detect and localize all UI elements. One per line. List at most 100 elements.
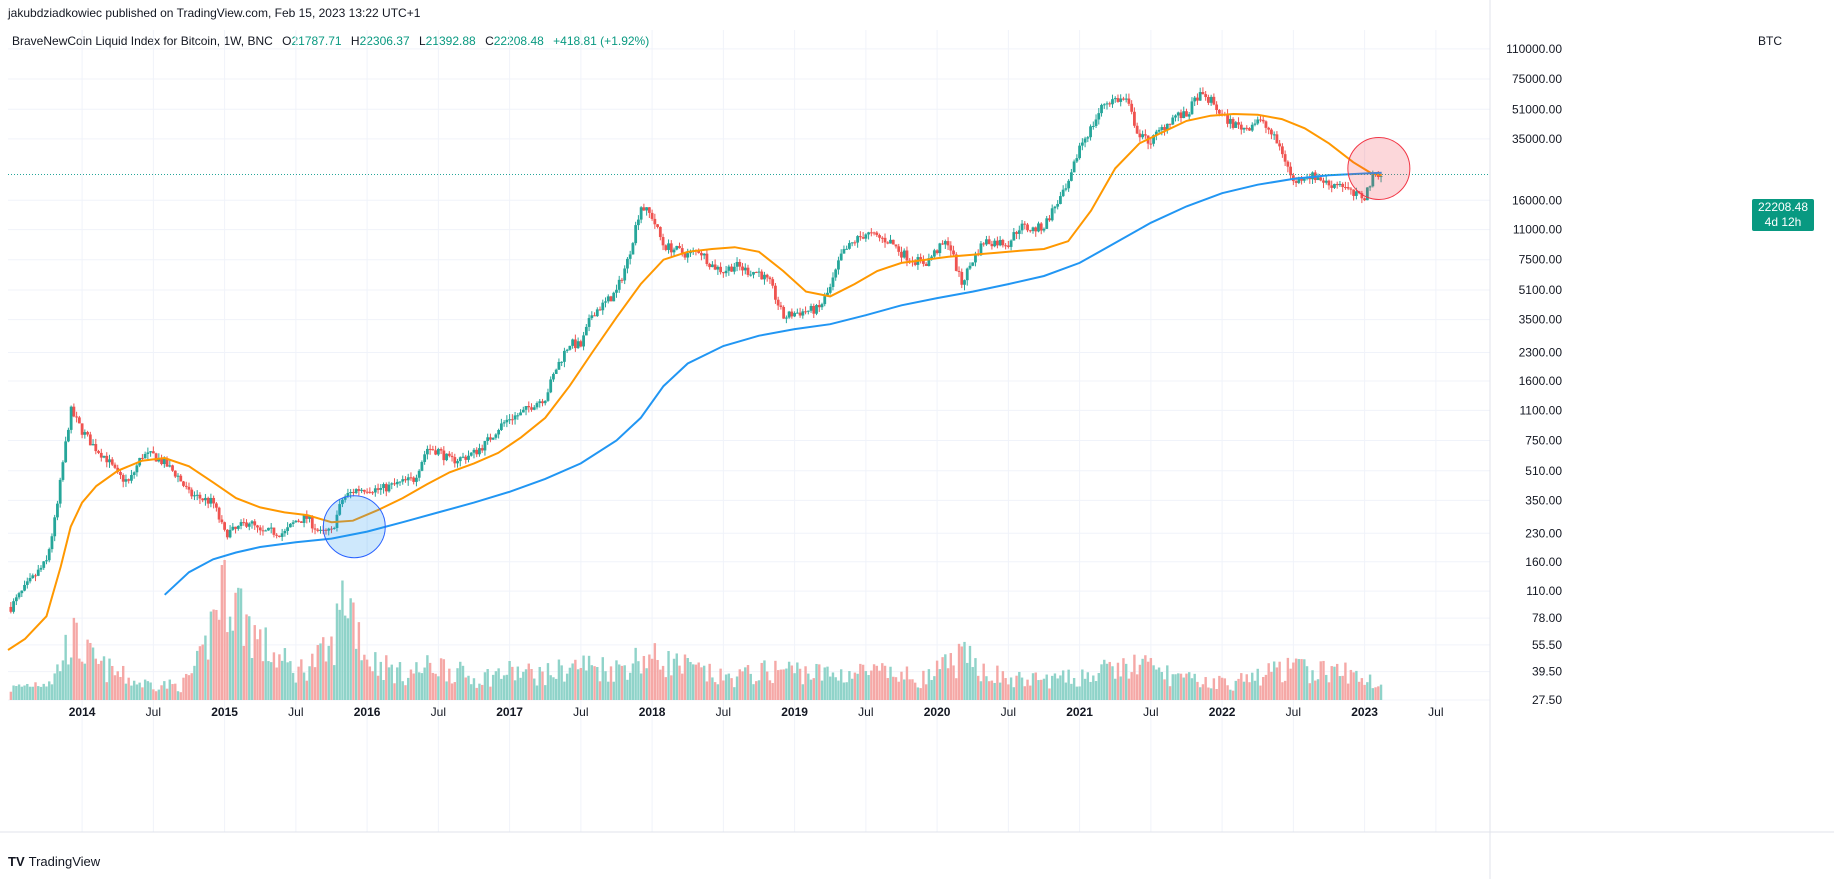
candle-body	[346, 492, 350, 497]
volume-bar	[409, 669, 413, 700]
volume-bar	[78, 658, 81, 700]
candle-body	[17, 593, 21, 598]
volume-bar	[396, 667, 399, 700]
volume-bar	[480, 684, 484, 700]
candle-body	[798, 312, 802, 316]
candle-body	[102, 455, 106, 458]
volume-bar	[398, 662, 402, 700]
candle-body	[1015, 232, 1018, 234]
time-tick-label: 2017	[496, 705, 523, 719]
volume-bar	[217, 619, 221, 700]
candle-body	[384, 484, 388, 492]
candle-body	[299, 521, 303, 523]
volume-bar	[64, 634, 67, 700]
volume-bar	[360, 660, 363, 700]
candle-body	[1228, 118, 1232, 124]
time-tick-label: 2014	[69, 705, 96, 719]
volume-bar	[1379, 684, 1383, 700]
candle-body	[151, 451, 155, 454]
candle-body	[1352, 189, 1356, 196]
volume-bar	[426, 655, 429, 700]
volume-bar	[774, 660, 777, 700]
volume-bar	[639, 673, 643, 700]
volume-bar	[941, 657, 944, 700]
volume-bar	[533, 678, 536, 700]
candle-body	[746, 267, 750, 275]
volume-bar	[1201, 684, 1205, 700]
candle-body	[601, 302, 605, 311]
tradingview-logo[interactable]: TV TradingView	[8, 854, 100, 869]
volume-bar	[206, 659, 210, 700]
volume-bar	[333, 665, 336, 700]
volume-bar	[1064, 682, 1068, 700]
volume-bar	[889, 666, 892, 700]
volume-bar	[363, 654, 366, 700]
candle-body	[404, 479, 407, 481]
candle-body	[1190, 101, 1194, 115]
volume-bar	[672, 658, 676, 700]
volume-bar	[949, 653, 953, 700]
candle-body	[23, 584, 26, 591]
candle-body	[130, 475, 133, 481]
volume-bar	[853, 672, 857, 700]
volume-bar	[187, 675, 191, 700]
candle-body	[678, 245, 681, 249]
volume-bar	[593, 666, 596, 700]
candle-body	[127, 479, 131, 481]
candle-body	[957, 270, 961, 272]
candle-body	[236, 525, 240, 529]
volume-bar	[1267, 663, 1270, 700]
candle-body	[713, 264, 717, 270]
volume-bar	[571, 663, 574, 700]
candle-body	[782, 307, 786, 319]
candle-body	[398, 481, 402, 483]
volume-bar	[1209, 688, 1213, 700]
candle-body	[795, 312, 799, 314]
symbol-name[interactable]: BraveNewCoin Liquid Index for Bitcoin, 1…	[12, 34, 273, 48]
blue-circle-annotation	[322, 495, 386, 559]
candle-body	[1250, 124, 1254, 131]
candle-body	[858, 236, 862, 238]
bar-countdown: 4d 12h	[1764, 215, 1802, 229]
volume-bar	[1366, 682, 1369, 700]
volume-bar	[519, 677, 522, 700]
candle-body	[1316, 177, 1320, 181]
candle-body	[1275, 134, 1279, 144]
candle-body	[943, 241, 947, 245]
candle-body	[538, 401, 542, 404]
candle-body	[1102, 104, 1106, 106]
volume-bar	[1048, 688, 1051, 700]
volume-bar	[437, 676, 440, 700]
volume-bar	[163, 681, 166, 700]
candle-body	[423, 454, 427, 462]
volume-bar	[930, 679, 933, 700]
volume-bar	[960, 646, 963, 700]
candle-body	[508, 419, 511, 421]
price-tick-label: 11000.00	[1513, 223, 1562, 237]
candle-body	[1226, 114, 1229, 124]
volume-bar	[1122, 658, 1125, 700]
candle-body	[845, 248, 849, 250]
candle-body	[1152, 135, 1155, 144]
volume-bar	[872, 664, 876, 700]
volume-bar	[171, 684, 174, 700]
candle-body	[456, 461, 459, 464]
candle-body	[368, 491, 372, 493]
volume-bar	[861, 664, 865, 700]
volume-bar	[1092, 675, 1095, 700]
volume-bar	[1029, 685, 1032, 700]
candle-body	[475, 449, 479, 455]
volume-bar	[513, 680, 517, 700]
candle-body	[36, 569, 40, 576]
candle-body	[234, 526, 237, 529]
volume-bar	[34, 682, 37, 700]
volume-bar	[820, 680, 824, 700]
volume-bar	[576, 669, 580, 700]
candle-body	[1045, 218, 1049, 229]
candle-body	[1160, 127, 1164, 130]
candle-body	[146, 452, 150, 454]
volume-bar	[198, 646, 202, 700]
candle-body	[932, 250, 936, 257]
candle-body	[765, 274, 769, 278]
